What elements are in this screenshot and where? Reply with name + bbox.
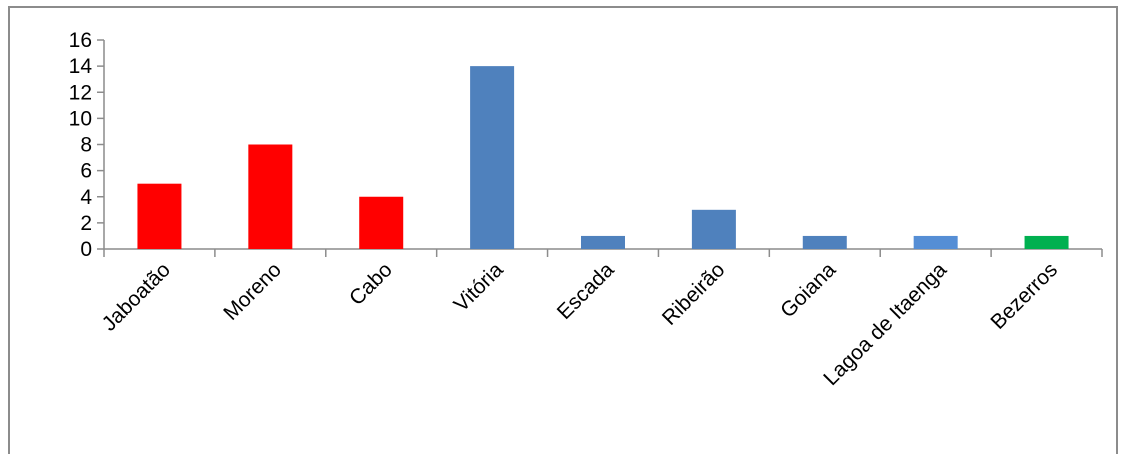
bar-moreno [248,144,293,249]
y-tick-label: 2 [80,212,92,235]
y-tick-label: 8 [80,134,92,157]
category-label: Jaboatão [98,258,175,335]
bars [137,66,1069,249]
category-label: Goiana [776,258,840,322]
y-tick-label: 0 [80,238,92,261]
y-tick-label: 4 [80,186,92,209]
bar-ribeirão [691,209,736,249]
y-axis: 0 2 4 6 8 10 12 14 16 [69,29,105,261]
bar-jaboatão [137,183,182,249]
bar-lagoa-de-itaenga [913,235,958,249]
bar-vitória [470,66,515,249]
bar-goiana [802,235,847,249]
chart-frame [8,6,1118,454]
category-label: Bezerros [986,258,1062,334]
category-label: Ribeirão [658,258,730,330]
bar-escada [581,235,625,249]
category-labels: Jaboatão Moreno Cabo Vitória Escada Ribeirão G… [98,258,1062,390]
y-tick-label: 12 [69,81,92,104]
y-tick-label: 10 [69,107,92,130]
bar-cabo [359,196,404,249]
category-label: Moreno [219,258,286,325]
bar-bezerros [1024,235,1069,249]
category-label: Cabo [345,258,397,310]
category-label: Escada [553,258,619,324]
x-axis [103,248,1103,257]
category-label: Lagoa de Itaenga [819,258,951,390]
y-tick-label: 16 [69,29,92,52]
category-label: Vitória [450,258,508,316]
y-tick-label: 14 [69,55,93,78]
y-tick-label: 6 [80,160,92,183]
